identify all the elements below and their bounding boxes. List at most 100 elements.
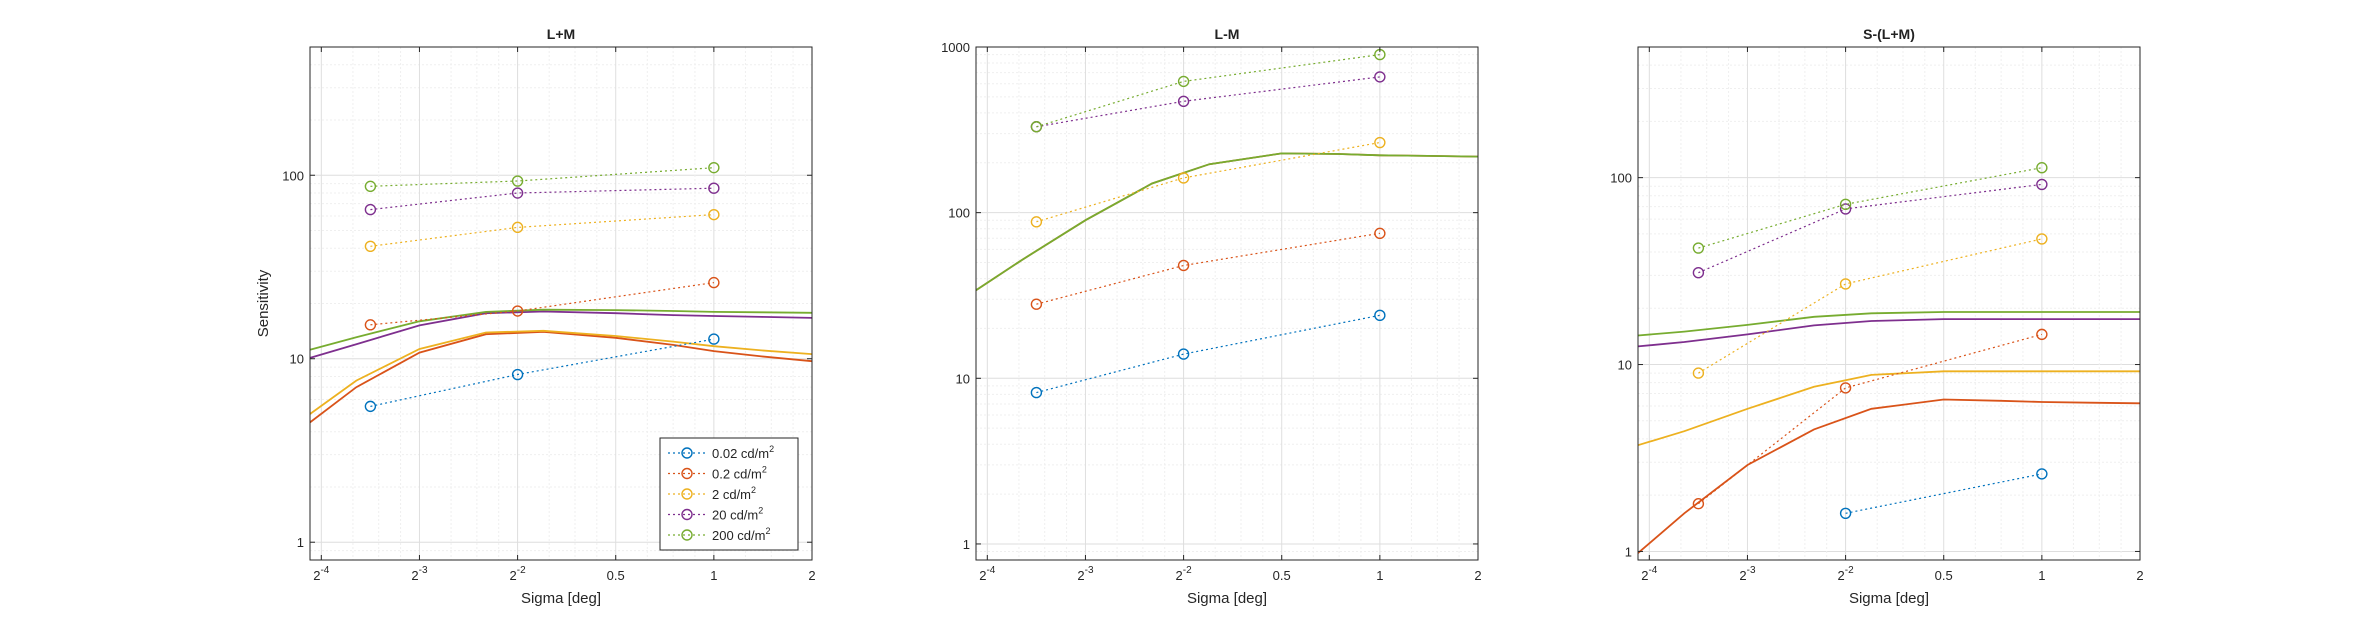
chart-title: L+M [547,26,575,42]
y-tick-label: 100 [948,206,970,221]
legend-entry-0-2-cd-m2: 0.2 cd/m2 [712,465,767,482]
x-tick-label: 0.5 [1935,568,1953,583]
chart-panel-3: 1 10 100 2-4 2-3 2-2 0.5 1 2 S-(L+M) Sigma [deg] [1610,26,2143,607]
data-line-200-cd-m2 [1698,167,2043,249]
data-point-2-cd-m2 [1692,367,1705,379]
x-tick-label: 2-2 [1176,565,1193,583]
x-tick-label: 2-4 [313,565,330,583]
x-tick-label: 1 [2038,568,2045,583]
x-tick-label: 0.5 [607,568,625,583]
data-point-0-2-cd-m2 [1839,382,1852,394]
data-point-200-cd-m2 [364,180,377,193]
data-point-0-2-cd-m2 [511,305,524,317]
y-tick-label: 10 [956,371,970,386]
data-point-200-cd-m2 [511,175,524,187]
data-line-200-cd-m2 [1036,54,1380,128]
data-point-20-cd-m2 [1374,71,1386,83]
x-tick-label: 0.5 [1273,568,1291,583]
model-curve-0-2-cd-m2 [309,330,813,424]
model-curve-20-cd-m2 [309,310,813,359]
data-point-20-cd-m2 [1692,267,1705,279]
data-point-0-2-cd-m2 [2036,328,2048,341]
data-point-200-cd-m2 [1177,75,1190,88]
x-tick-label: 2-4 [979,565,996,583]
data-point-200-cd-m2 [1030,121,1043,133]
data-point-2-cd-m2 [1839,278,1852,290]
x-axis-label: Sigma [deg] [1187,590,1267,607]
chart-panel-1: 1 10 100 2-4 2-3 2-2 0.5 1 2 L+M Sigma [deg] Sensit… [255,26,816,607]
y-tick-label: 1 [963,537,970,552]
x-tick-label: 2-3 [411,565,428,583]
axis-frame [975,46,1479,561]
data-line-2-cd-m2 [1036,141,1381,223]
data-point-200-cd-m2 [1692,242,1705,254]
data-point-200-cd-m2 [708,161,720,174]
model-curve-2-cd-m2 [1637,370,2140,447]
plot-area [976,47,1478,560]
data-point-200-cd-m2 [2036,162,2048,174]
data-point-2-cd-m2 [511,221,524,234]
data-point-0-2-cd-m2 [1374,227,1386,240]
axis-frame [1637,46,2141,561]
chart-title: L-M [1215,26,1240,42]
data-point-0-02-cd-m2 [511,368,524,381]
data-point-0-2-cd-m2 [1177,259,1190,272]
x-tick-label: 1 [710,568,717,583]
data-point-20-cd-m2 [1839,203,1852,215]
data-point-20-cd-m2 [708,182,720,194]
y-tick-label: 10 [290,352,304,367]
model-curve-200-cd-m2 [1637,311,2140,337]
legend-entry-0-02-cd-m2: 0.02 cd/m2 [712,444,774,461]
y-tick-label: 10 [1618,358,1632,373]
legend-marker-0-2-cd-m2 [681,467,693,480]
legend: 0.02 cd/m2 0.2 cd/m2 2 cd/m2 20 cd/m2 200 cd… [659,437,799,551]
x-tick-label: 2-2 [1838,565,1855,583]
legend-entry-20-cd-m2: 20 cd/m2 [712,506,763,523]
data-point-0-02-cd-m2 [1839,507,1852,519]
data-line-0-2-cd-m2 [370,282,714,326]
x-tick-label: 1 [1376,568,1383,583]
data-line-0-2-cd-m2 [1036,232,1380,305]
data-point-0-2-cd-m2 [1030,298,1043,310]
data-point-2-cd-m2 [708,208,720,221]
y-tick-label: 1000 [941,40,970,55]
data-point-200-cd-m2 [1839,198,1852,211]
legend-entry-2-cd-m2: 2 cd/m2 [712,485,756,502]
data-point-2-cd-m2 [1030,216,1043,228]
data-line-0-02-cd-m2 [1845,473,2043,514]
legend-entry-200-cd-m2: 200 cd/m2 [712,526,771,543]
data-line-20-cd-m2 [1036,76,1380,128]
data-point-0-02-cd-m2 [708,333,720,345]
data-point-20-cd-m2 [2036,178,2048,191]
x-tick-label: 2 [808,568,815,583]
x-tick-label: 2 [2136,568,2143,583]
data-line-0-02-cd-m2 [1036,314,1381,394]
plot-area [1638,47,2140,560]
data-point-0-2-cd-m2 [1692,498,1705,510]
data-point-0-02-cd-m2 [2036,468,2048,480]
legend-marker-0-02-cd-m2 [681,447,693,459]
model-curve-200-cd-m2 [975,152,1479,292]
model-curve-0-2-cd-m2 [1637,398,2141,554]
data-point-0-02-cd-m2 [1030,386,1043,399]
data-point-20-cd-m2 [364,203,377,216]
data-point-0-2-cd-m2 [364,319,377,331]
y-tick-label: 1 [297,535,304,550]
data-point-0-02-cd-m2 [1177,348,1190,360]
y-tick-label: 1 [1625,544,1632,559]
data-point-20-cd-m2 [511,187,524,199]
legend-marker-2-cd-m2 [681,488,693,500]
data-point-2-cd-m2 [1177,172,1190,184]
y-tick-label: 100 [282,168,304,183]
x-tick-label: 2-4 [1641,565,1658,583]
data-point-2-cd-m2 [1374,136,1386,149]
y-tick-label: 100 [1610,171,1632,186]
legend-marker-200-cd-m2 [681,529,693,541]
axis-frame [309,46,813,561]
x-tick-label: 2-3 [1739,565,1756,583]
model-curve-20-cd-m2 [1637,318,2140,348]
x-tick-label: 2-3 [1077,565,1094,583]
data-line-0-02-cd-m2 [370,338,715,407]
model-curve-2-cd-m2 [309,329,813,415]
